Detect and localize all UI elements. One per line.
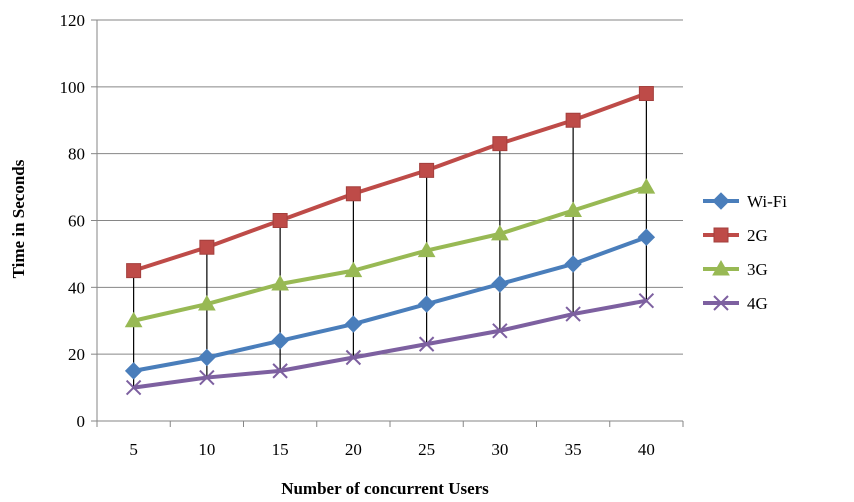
legend-label-3g: 3G — [747, 260, 768, 279]
legend-marker-wi-fi — [712, 192, 730, 210]
data-point-wi-fi — [491, 275, 509, 293]
data-point-4g — [565, 306, 581, 322]
data-point-2g — [345, 186, 361, 202]
y-tick-label: 20 — [68, 345, 85, 364]
legend-label-4g: 4G — [747, 294, 768, 313]
data-point-3g — [564, 201, 582, 217]
data-point-3g — [417, 241, 436, 258]
x-tick-label: 5 — [129, 440, 138, 459]
x-axis-title: Number of concurrent Users — [281, 479, 489, 498]
legend-item-3g: 3G — [703, 259, 768, 279]
data-point-3g — [491, 224, 509, 241]
y-tick-label: 120 — [60, 11, 86, 30]
legend-marker-2g — [713, 227, 729, 243]
legend-item-wi-fi: Wi-Fi — [703, 192, 787, 211]
y-tick-label: 100 — [60, 78, 86, 97]
legend-label-2g: 2G — [747, 226, 768, 245]
data-point-4g — [272, 363, 288, 379]
data-point-2g — [419, 162, 435, 178]
series-3g — [124, 178, 656, 328]
data-point-2g — [492, 136, 508, 152]
series-line-2g — [133, 91, 648, 273]
y-tick-label: 80 — [68, 145, 85, 164]
legend-label-wi-fi: Wi-Fi — [747, 192, 787, 211]
x-tick-label: 15 — [272, 440, 289, 459]
data-point-4g — [638, 292, 655, 309]
data-point-wi-fi — [417, 295, 436, 313]
data-point-2g — [565, 112, 581, 128]
legend-item-4g: 4G — [703, 294, 768, 313]
data-point-3g — [344, 261, 363, 278]
x-tick-label: 10 — [198, 440, 215, 459]
series-line-wi-fi — [133, 235, 648, 373]
y-axis-title: Time in Seconds — [9, 159, 28, 278]
data-point-4g — [418, 336, 435, 352]
data-point-2g — [126, 263, 142, 279]
data-point-wi-fi — [344, 315, 363, 333]
grid-lines — [97, 19, 683, 355]
data-point-wi-fi — [271, 332, 289, 350]
data-point-wi-fi — [637, 228, 656, 246]
legend-marker-3g — [712, 259, 730, 276]
series-line-3g — [133, 185, 647, 323]
legend-marker-4g — [713, 295, 729, 311]
y-tick-labels: 0 20 40 60 80 100 120 — [60, 11, 86, 431]
series-line-4g — [133, 298, 647, 390]
data-point-2g — [199, 239, 215, 255]
x-tick-label: 35 — [565, 440, 582, 459]
y-tick-label: 40 — [68, 278, 85, 297]
x-tick-label: 25 — [418, 440, 435, 459]
x-tick-label: 40 — [638, 440, 655, 459]
series-2g — [126, 86, 654, 279]
legend: Wi-Fi 2G 3G 4G — [703, 192, 787, 313]
x-tick-labels: 5 10 15 20 25 30 35 40 — [129, 440, 655, 459]
data-point-4g — [199, 369, 215, 386]
series-lines — [124, 86, 656, 396]
data-point-wi-fi — [564, 255, 582, 273]
y-tick-label: 60 — [68, 212, 85, 231]
data-point-4g — [125, 379, 142, 396]
data-point-wi-fi — [124, 362, 143, 380]
data-point-2g — [272, 213, 288, 228]
data-point-3g — [271, 274, 289, 291]
data-point-3g — [637, 178, 656, 194]
data-point-4g — [345, 349, 362, 366]
x-tick-label: 30 — [491, 440, 508, 459]
data-point-3g — [198, 295, 216, 311]
axes — [91, 19, 684, 427]
y-tick-label: 0 — [77, 412, 86, 431]
x-tick-label: 20 — [345, 440, 362, 459]
data-point-2g — [638, 86, 654, 102]
series-wi-fi — [124, 228, 656, 380]
legend-item-2g: 2G — [703, 226, 768, 245]
data-point-wi-fi — [198, 348, 216, 367]
data-point-4g — [492, 323, 508, 339]
series-4g — [125, 292, 655, 396]
data-point-3g — [124, 311, 143, 328]
